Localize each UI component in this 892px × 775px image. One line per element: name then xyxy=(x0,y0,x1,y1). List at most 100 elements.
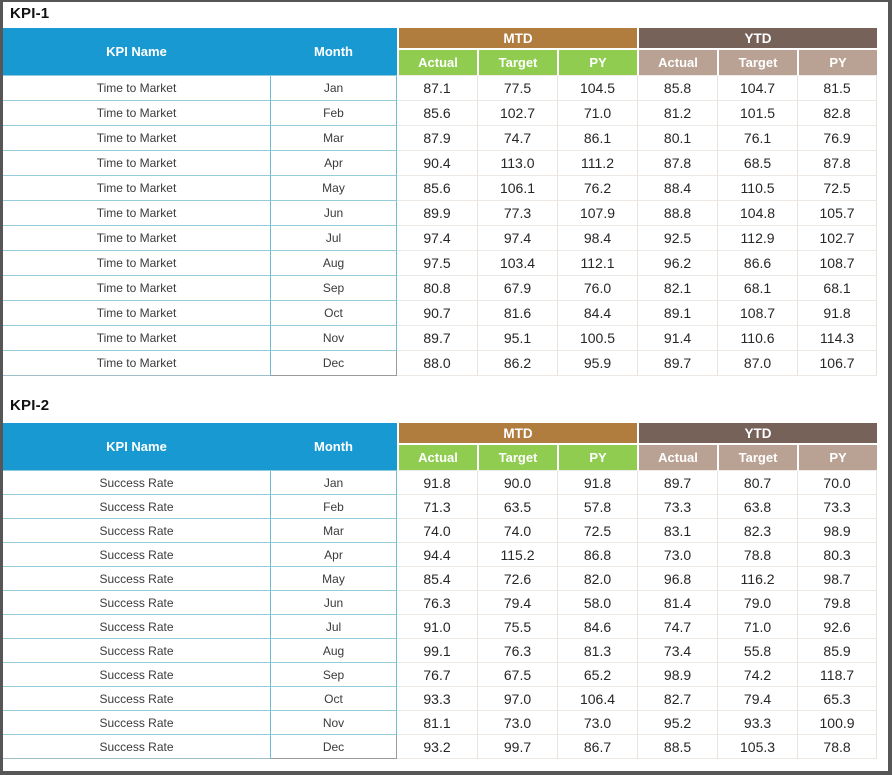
mtd-target-cell: 73.0 xyxy=(477,711,557,735)
mtd-target-cell: 102.7 xyxy=(477,101,557,126)
table-row: Time to Market Dec 88.0 86.2 95.9 89.7 8… xyxy=(3,351,878,376)
kpi-name-cell: Time to Market xyxy=(3,151,270,176)
mtd-py-cell: 112.1 xyxy=(557,251,638,276)
ytd-py-cell: 98.7 xyxy=(797,567,878,591)
ytd-target-cell: 79.0 xyxy=(717,591,798,615)
col-header-ytd-target: Target xyxy=(717,445,798,471)
ytd-actual-cell: 92.5 xyxy=(637,226,718,251)
kpi-name-cell: Success Rate xyxy=(3,471,270,495)
ytd-target-cell: 104.8 xyxy=(717,201,798,226)
ytd-target-cell: 116.2 xyxy=(717,567,798,591)
col-header-ytd-actual: Actual xyxy=(637,445,718,471)
ytd-actual-cell: 73.3 xyxy=(637,495,718,519)
mtd-target-cell: 90.0 xyxy=(477,471,557,495)
kpi2-table: KPI Name Month MTD YTD Actual Target PY … xyxy=(3,423,878,759)
col-header-mtd-target: Target xyxy=(477,445,557,471)
ytd-py-cell: 70.0 xyxy=(797,471,878,495)
kpi1-title: KPI-1 xyxy=(10,5,50,22)
col-group-mtd: MTD xyxy=(397,28,638,50)
ytd-target-cell: 112.9 xyxy=(717,226,798,251)
mtd-actual-cell: 85.4 xyxy=(397,567,477,591)
table-row: Time to Market Nov 89.7 95.1 100.5 91.4 … xyxy=(3,326,878,351)
kpi-name-cell: Success Rate xyxy=(3,519,270,543)
mtd-target-cell: 74.0 xyxy=(477,519,557,543)
mtd-actual-cell: 90.4 xyxy=(397,151,477,176)
ytd-actual-cell: 73.4 xyxy=(637,639,718,663)
ytd-py-cell: 87.8 xyxy=(797,151,878,176)
kpi-name-cell: Success Rate xyxy=(3,615,270,639)
ytd-target-cell: 105.3 xyxy=(717,735,798,759)
mtd-py-cell: 91.8 xyxy=(557,471,638,495)
mtd-target-cell: 63.5 xyxy=(477,495,557,519)
ytd-actual-cell: 82.1 xyxy=(637,276,718,301)
table-row: Success Rate Apr 94.4 115.2 86.8 73.0 78… xyxy=(3,543,878,567)
mtd-target-cell: 113.0 xyxy=(477,151,557,176)
table-row: Success Rate Sep 76.7 67.5 65.2 98.9 74.… xyxy=(3,663,878,687)
kpi-name-cell: Time to Market xyxy=(3,226,270,251)
mtd-py-cell: 98.4 xyxy=(557,226,638,251)
col-header-month: Month xyxy=(270,423,397,471)
month-cell: May xyxy=(270,567,397,591)
mtd-actual-cell: 85.6 xyxy=(397,176,477,201)
mtd-actual-cell: 97.4 xyxy=(397,226,477,251)
col-group-ytd: YTD xyxy=(637,28,878,50)
table-row: Time to Market Jul 97.4 97.4 98.4 92.5 1… xyxy=(3,226,878,251)
kpi-name-cell: Time to Market xyxy=(3,201,270,226)
ytd-actual-cell: 73.0 xyxy=(637,543,718,567)
ytd-actual-cell: 74.7 xyxy=(637,615,718,639)
ytd-py-cell: 80.3 xyxy=(797,543,878,567)
month-cell: Oct xyxy=(270,301,397,326)
kpi-name-cell: Success Rate xyxy=(3,711,270,735)
col-header-ytd-actual: Actual xyxy=(637,50,718,76)
mtd-py-cell: 72.5 xyxy=(557,519,638,543)
mtd-target-cell: 86.2 xyxy=(477,351,557,376)
ytd-target-cell: 68.1 xyxy=(717,276,798,301)
col-header-ytd-target: Target xyxy=(717,50,798,76)
mtd-py-cell: 86.8 xyxy=(557,543,638,567)
col-header-mtd-py: PY xyxy=(557,445,638,471)
mtd-py-cell: 58.0 xyxy=(557,591,638,615)
mtd-actual-cell: 94.4 xyxy=(397,543,477,567)
mtd-actual-cell: 93.2 xyxy=(397,735,477,759)
mtd-py-cell: 65.2 xyxy=(557,663,638,687)
mtd-actual-cell: 99.1 xyxy=(397,639,477,663)
mtd-target-cell: 75.5 xyxy=(477,615,557,639)
month-cell: Sep xyxy=(270,663,397,687)
ytd-target-cell: 63.8 xyxy=(717,495,798,519)
table-row: Success Rate Aug 99.1 76.3 81.3 73.4 55.… xyxy=(3,639,878,663)
mtd-actual-cell: 89.9 xyxy=(397,201,477,226)
ytd-target-cell: 76.1 xyxy=(717,126,798,151)
ytd-target-cell: 104.7 xyxy=(717,76,798,101)
ytd-py-cell: 79.8 xyxy=(797,591,878,615)
kpi2-title: KPI-2 xyxy=(10,397,50,414)
ytd-target-cell: 74.2 xyxy=(717,663,798,687)
ytd-py-cell: 82.8 xyxy=(797,101,878,126)
kpi-name-cell: Success Rate xyxy=(3,663,270,687)
ytd-target-cell: 82.3 xyxy=(717,519,798,543)
ytd-py-cell: 91.8 xyxy=(797,301,878,326)
kpi-name-cell: Time to Market xyxy=(3,251,270,276)
ytd-target-cell: 55.8 xyxy=(717,639,798,663)
month-cell: Apr xyxy=(270,151,397,176)
col-group-ytd: YTD xyxy=(637,423,878,445)
table-row: Time to Market Jun 89.9 77.3 107.9 88.8 … xyxy=(3,201,878,226)
mtd-actual-cell: 76.7 xyxy=(397,663,477,687)
ytd-actual-cell: 87.8 xyxy=(637,151,718,176)
kpi-name-cell: Time to Market xyxy=(3,276,270,301)
mtd-py-cell: 81.3 xyxy=(557,639,638,663)
mtd-target-cell: 97.4 xyxy=(477,226,557,251)
kpi-name-cell: Time to Market xyxy=(3,326,270,351)
mtd-target-cell: 103.4 xyxy=(477,251,557,276)
mtd-target-cell: 77.3 xyxy=(477,201,557,226)
table-row: Success Rate Dec 93.2 99.7 86.7 88.5 105… xyxy=(3,735,878,759)
table-row: Time to Market Mar 87.9 74.7 86.1 80.1 7… xyxy=(3,126,878,151)
ytd-target-cell: 86.6 xyxy=(717,251,798,276)
ytd-actual-cell: 95.2 xyxy=(637,711,718,735)
ytd-actual-cell: 88.4 xyxy=(637,176,718,201)
mtd-actual-cell: 90.7 xyxy=(397,301,477,326)
month-cell: Dec xyxy=(270,351,397,376)
ytd-target-cell: 80.7 xyxy=(717,471,798,495)
ytd-target-cell: 110.5 xyxy=(717,176,798,201)
kpi-name-cell: Success Rate xyxy=(3,687,270,711)
